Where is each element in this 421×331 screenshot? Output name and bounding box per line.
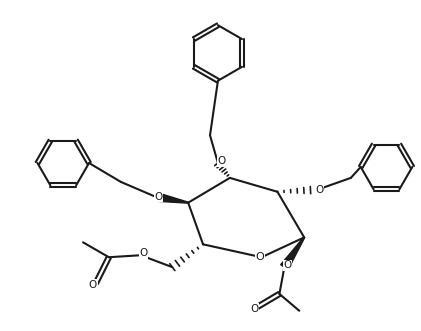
Polygon shape	[281, 237, 305, 270]
Text: O: O	[315, 185, 323, 195]
Text: O: O	[89, 280, 97, 290]
Text: O: O	[155, 192, 163, 202]
Text: O: O	[218, 156, 226, 166]
Text: O: O	[283, 260, 291, 270]
Text: O: O	[139, 248, 148, 258]
Text: O: O	[250, 304, 259, 314]
Polygon shape	[155, 192, 188, 203]
Text: O: O	[255, 252, 264, 262]
